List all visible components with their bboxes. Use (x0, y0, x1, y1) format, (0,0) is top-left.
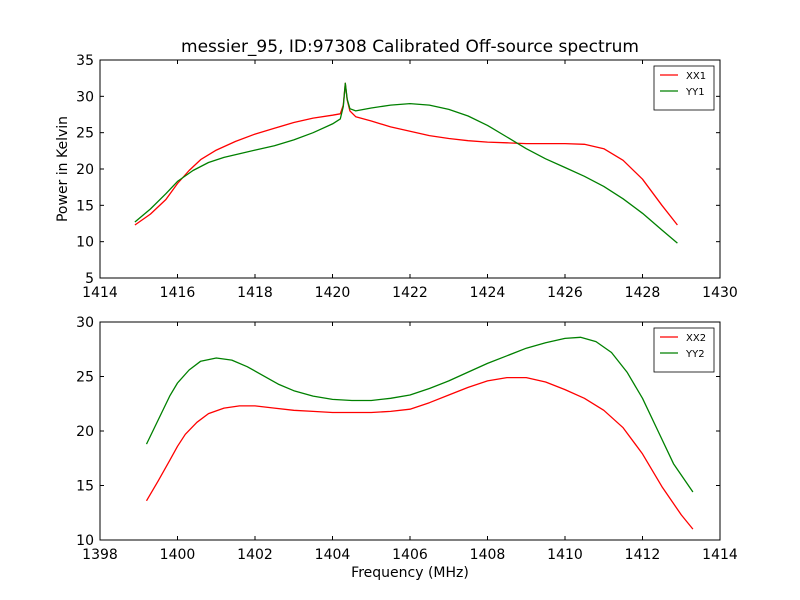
chart-1-x-tick-label: 1414 (702, 547, 738, 563)
chart-0-x-tick-label: 1424 (470, 285, 506, 301)
chart-1-y-tick-label: 10 (76, 533, 94, 549)
chart-1-y-tick-label: 20 (76, 424, 94, 440)
chart-0-x-tick-label: 1416 (160, 285, 196, 301)
chart-0-legend-label-xx1: XX1 (686, 71, 706, 82)
chart-1-x-tick-label: 1404 (315, 547, 351, 563)
chart-0-series-line-yy1 (134, 82, 678, 244)
chart-0-legend-label-yy1: YY1 (685, 87, 705, 98)
chart-0-y-axis-label: Power in Kelvin (55, 116, 71, 222)
chart-1-legend-label-xx2: XX2 (686, 333, 706, 344)
chart-0-y-tick-label: 5 (85, 271, 94, 287)
chart-1-y-tick-label: 30 (76, 315, 94, 331)
chart-1-x-tick-label: 1400 (160, 547, 196, 563)
chart-0-x-tick-label: 1420 (315, 285, 351, 301)
top-plot: 1414 1416 1418 1420 1422 1424 1426 1428 1430 5 10 1… (55, 53, 738, 301)
chart-1-series-line-xx2 (145, 376, 694, 530)
chart-1-x-tick-label: 1408 (470, 547, 506, 563)
chart-1-x-tick-label: 1412 (625, 547, 661, 563)
chart-title: messier_95, ID:97308 Calibrated Off-sour… (181, 37, 639, 57)
chart-0-x-tick-label: 1422 (392, 285, 428, 301)
chart-0-y-tick-label: 15 (76, 198, 94, 214)
chart-0-legend-box (653, 65, 715, 111)
bottom-plot: 1398 1400 1402 1404 1406 1408 1410 1412 1414 10 15… (76, 315, 738, 581)
chart-0-y-tick-label: 35 (76, 53, 94, 69)
chart-1-y-tick-label: 15 (76, 479, 94, 495)
chart-1-legend-label-yy2: YY2 (685, 349, 705, 360)
chart-0-x-tick-label: 1414 (82, 285, 118, 301)
chart-1-x-axis-label: Frequency (MHz) (351, 565, 469, 581)
chart-0-y-tick-label: 30 (76, 89, 94, 105)
chart-1-x-tick-label: 1398 (82, 547, 118, 563)
chart-0-x-tick-label: 1430 (702, 285, 738, 301)
chart-1-x-tick-label: 1410 (547, 547, 583, 563)
chart-1-x-tick-label: 1406 (392, 547, 428, 563)
chart-1-legend-box (653, 327, 715, 373)
chart-0-x-tick-label: 1418 (237, 285, 273, 301)
chart-0-y-tick-label: 10 (76, 235, 94, 251)
chart-1-x-tick-label: 1402 (237, 547, 273, 563)
chart-1-y-tick-label: 25 (76, 370, 94, 386)
chart-1-series-line-yy2 (145, 336, 694, 493)
chart-0-x-tick-label: 1428 (625, 285, 661, 301)
chart-0-y-tick-label: 25 (76, 126, 94, 142)
chart-0-x-tick-label: 1426 (547, 285, 583, 301)
chart-0-y-tick-label: 20 (76, 162, 94, 178)
chart-0-series-line-xx1 (134, 82, 678, 226)
